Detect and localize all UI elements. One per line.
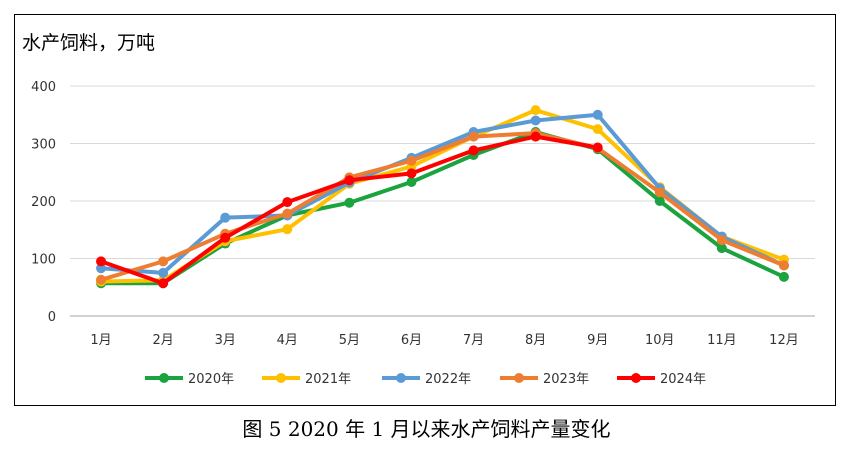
legend-swatch-marker bbox=[514, 373, 524, 383]
series-line bbox=[99, 130, 786, 286]
series-line bbox=[99, 131, 786, 282]
legend: 2020年 2021年 2022年 2023年 2024年 bbox=[145, 372, 706, 387]
data-point bbox=[530, 131, 541, 142]
legend-item: 2022年 bbox=[382, 372, 471, 387]
legend-swatch-marker bbox=[631, 373, 641, 383]
data-point bbox=[344, 175, 355, 186]
legend-label: 2024年 bbox=[660, 372, 706, 387]
data-point bbox=[530, 105, 541, 116]
data-point bbox=[530, 115, 541, 126]
data-point bbox=[282, 208, 293, 219]
chart-title: 水产饲料，万吨 bbox=[22, 32, 156, 54]
y-tick-label: 200 bbox=[31, 195, 56, 210]
grid-layer bbox=[70, 85, 815, 317]
x-tick-label: 4月 bbox=[277, 333, 298, 348]
figure-caption: 图 5 2020 年 1 月以来水产饲料产量变化 bbox=[242, 417, 611, 441]
x-tick-label: 1月 bbox=[90, 333, 111, 348]
data-point bbox=[468, 145, 479, 156]
data-point bbox=[592, 142, 603, 153]
data-point bbox=[158, 256, 169, 267]
data-point bbox=[406, 168, 417, 179]
data-point bbox=[220, 232, 231, 243]
data-point bbox=[158, 278, 169, 289]
legend-item: 2021年 bbox=[262, 372, 351, 387]
legend-item: 2024年 bbox=[617, 372, 706, 387]
data-point bbox=[282, 197, 293, 208]
x-tick-label: 3月 bbox=[215, 333, 236, 348]
data-point bbox=[716, 243, 727, 254]
series-2024年 bbox=[96, 131, 603, 289]
x-tick-label: 11月 bbox=[707, 333, 737, 348]
legend-label: 2022年 bbox=[425, 372, 471, 387]
x-tick-label: 5月 bbox=[339, 333, 360, 348]
data-point bbox=[592, 109, 603, 120]
data-point bbox=[654, 196, 665, 206]
legend-swatch-marker bbox=[159, 373, 169, 383]
x-tick-label: 10月 bbox=[645, 333, 675, 348]
data-point bbox=[716, 235, 727, 246]
data-point bbox=[96, 256, 107, 267]
legend-label: 2023年 bbox=[543, 372, 589, 387]
data-point bbox=[220, 212, 231, 223]
legend-item: 2020年 bbox=[145, 372, 234, 387]
y-tick-label: 300 bbox=[31, 138, 56, 153]
series-2021年 bbox=[96, 105, 789, 287]
axis-layer: 0 100 200 300 400 1月 2月 3月 4月 5月 6月 7月 8月 9月 10月 11月 12月 bbox=[31, 80, 799, 348]
data-point bbox=[406, 177, 417, 188]
data-point bbox=[778, 271, 789, 282]
legend-swatch-marker bbox=[396, 373, 406, 383]
data-point bbox=[96, 274, 107, 285]
data-point bbox=[406, 155, 417, 166]
data-point bbox=[778, 260, 789, 271]
series-layer bbox=[96, 105, 789, 289]
x-tick-label: 7月 bbox=[463, 333, 484, 348]
data-point bbox=[344, 197, 355, 208]
x-tick-label: 12月 bbox=[769, 333, 799, 348]
data-point bbox=[158, 267, 169, 278]
y-tick-label: 400 bbox=[31, 80, 56, 95]
data-point bbox=[592, 124, 603, 135]
legend-label: 2021年 bbox=[305, 372, 351, 387]
series-line bbox=[99, 112, 786, 275]
x-tick-label: 2月 bbox=[152, 333, 173, 348]
x-tick-label: 9月 bbox=[587, 333, 608, 348]
chart-frame bbox=[14, 14, 836, 406]
x-tick-label: 6月 bbox=[401, 333, 422, 348]
line-chart: 0 100 200 300 400 1月 2月 3月 4月 5月 6月 7月 8月 9月 10月 11月 12月… bbox=[31, 80, 815, 387]
x-tick-label: 8月 bbox=[525, 333, 546, 348]
series-2022年 bbox=[96, 109, 789, 278]
y-tick-label: 0 bbox=[48, 310, 56, 325]
legend-swatch-marker bbox=[276, 373, 286, 383]
legend-label: 2020年 bbox=[188, 372, 234, 387]
data-point bbox=[96, 263, 107, 274]
data-point bbox=[654, 187, 665, 198]
data-point bbox=[468, 131, 479, 142]
y-tick-label: 100 bbox=[31, 253, 56, 268]
data-point bbox=[282, 224, 293, 235]
legend-item: 2023年 bbox=[500, 372, 589, 387]
